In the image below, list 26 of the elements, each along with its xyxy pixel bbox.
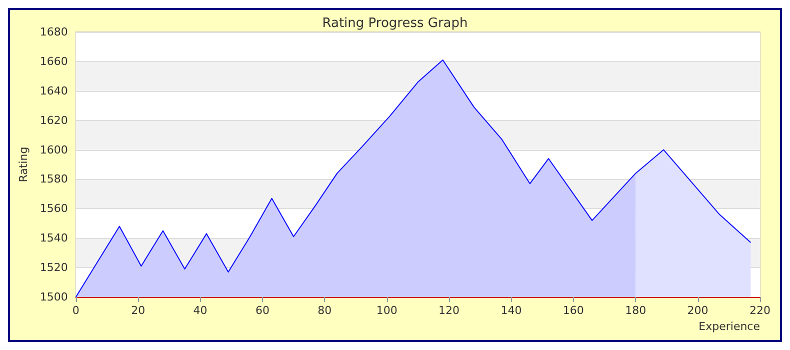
chart-title: Rating Progress Graph — [322, 16, 468, 31]
y-tick-label: 1680 — [40, 26, 68, 38]
y-tick-label: 1560 — [40, 202, 68, 216]
line-series — [75, 59, 752, 298]
x-tick-label: 180 — [625, 304, 646, 317]
x-tick-label: 120 — [438, 304, 460, 317]
x-tick-label: 0 — [72, 304, 80, 317]
y-tick-label: 1580 — [40, 172, 68, 186]
x-tick-label: 20 — [131, 304, 146, 317]
x-tick-label: 40 — [193, 304, 208, 317]
y-axis-title: Rating — [17, 146, 30, 182]
x-tick-label: 220 — [750, 304, 770, 317]
x-tick-label: 60 — [255, 304, 270, 317]
x-axis-title: Experience — [698, 320, 760, 333]
y-tick-label: 1640 — [40, 84, 68, 98]
y-tick-label: 1540 — [40, 232, 68, 245]
x-tick-label: 200 — [687, 304, 708, 317]
y-tick-label: 1660 — [40, 54, 68, 68]
y-tick-label: 1600 — [40, 143, 68, 156]
x-tick-label: 140 — [500, 304, 522, 317]
y-tick-label: 1500 — [40, 290, 68, 304]
x-tick-label: 100 — [376, 304, 398, 317]
x-tick-label: 80 — [318, 304, 332, 317]
x-tick-label: 160 — [562, 304, 584, 317]
y-tick-label: 1520 — [40, 261, 68, 274]
y-tick-label: 1620 — [40, 114, 68, 127]
